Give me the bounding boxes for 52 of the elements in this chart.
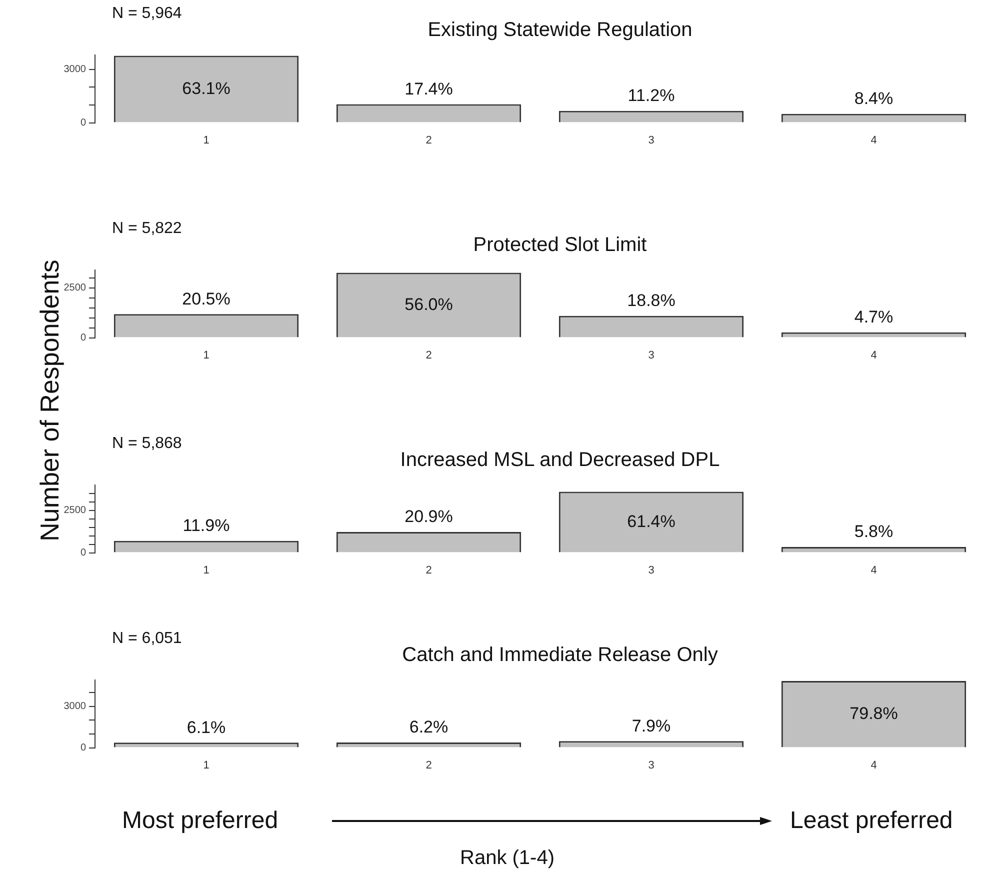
- chart-title: Protected Slot Limit: [473, 234, 648, 256]
- text: N = 5,822: [112, 220, 182, 237]
- x-axis-title: Rank (1-4): [460, 847, 554, 870]
- x-tick-label: 2: [426, 564, 432, 576]
- text: N = 5,964: [112, 5, 182, 22]
- x-tick-label: 3: [648, 134, 654, 146]
- annotation: 61.4%: [627, 512, 676, 531]
- annotation: 4.7%: [854, 308, 894, 327]
- x-tick-label: 4: [870, 759, 877, 772]
- annotation: 20.5%: [182, 289, 230, 308]
- text: N = 5,868: [112, 435, 182, 452]
- y-tick-label: 0: [80, 742, 86, 754]
- annotation: 5.8%: [854, 522, 894, 542]
- chart-title: Catch and Immediate Release Only: [402, 644, 718, 666]
- annotation: 7.9%: [632, 716, 671, 736]
- annotation: 17.4%: [404, 79, 453, 98]
- annotation: 18.8%: [627, 291, 676, 310]
- x-tick-label: 1: [203, 564, 210, 576]
- x-tick-label: 1: [203, 759, 210, 772]
- x-tick-label: 4: [870, 134, 877, 146]
- y-tick-label: 0: [80, 332, 86, 344]
- annotation: 6.2%: [409, 718, 448, 737]
- annotation: 79.8%: [850, 704, 898, 724]
- y-tick-label: 3000: [64, 701, 86, 712]
- annotation: 20.9%: [404, 507, 453, 526]
- chart-title: Increased MSL and Decreased DPL: [400, 449, 720, 471]
- annotation: 11.2%: [628, 86, 675, 106]
- text: Most preferred: [122, 807, 278, 835]
- y-tick-label: 0: [80, 548, 86, 559]
- annotation: 63.1%: [182, 78, 230, 98]
- y-tick-label: 0: [80, 118, 86, 129]
- x-tick-label: 4: [870, 564, 877, 576]
- x-tick-label: 1: [203, 349, 210, 362]
- x-tick-label: 4: [870, 349, 877, 362]
- x-tick-label: 2: [426, 759, 432, 772]
- annotation: 11.9%: [182, 516, 230, 536]
- x-tick-label: 2: [426, 134, 432, 146]
- annotation: 8.4%: [854, 89, 894, 108]
- y-tick-label: 2500: [64, 282, 86, 294]
- text: N = 6,051: [112, 630, 182, 647]
- x-tick-label: 3: [648, 759, 654, 772]
- x-tick-label: 3: [648, 564, 654, 576]
- x-tick-label: 1: [203, 134, 210, 146]
- y-axis-title: Number of Respondents: [34, 258, 64, 544]
- text: Least preferred: [790, 807, 953, 835]
- chart-title: Existing Statewide Regulation: [428, 19, 692, 41]
- x-tick-label: 2: [426, 349, 432, 362]
- y-tick-label: 3000: [64, 64, 86, 76]
- y-tick-label: 2500: [64, 505, 86, 516]
- annotation: 56.0%: [404, 294, 453, 314]
- annotation: 6.1%: [186, 718, 226, 737]
- x-tick-label: 3: [648, 349, 654, 362]
